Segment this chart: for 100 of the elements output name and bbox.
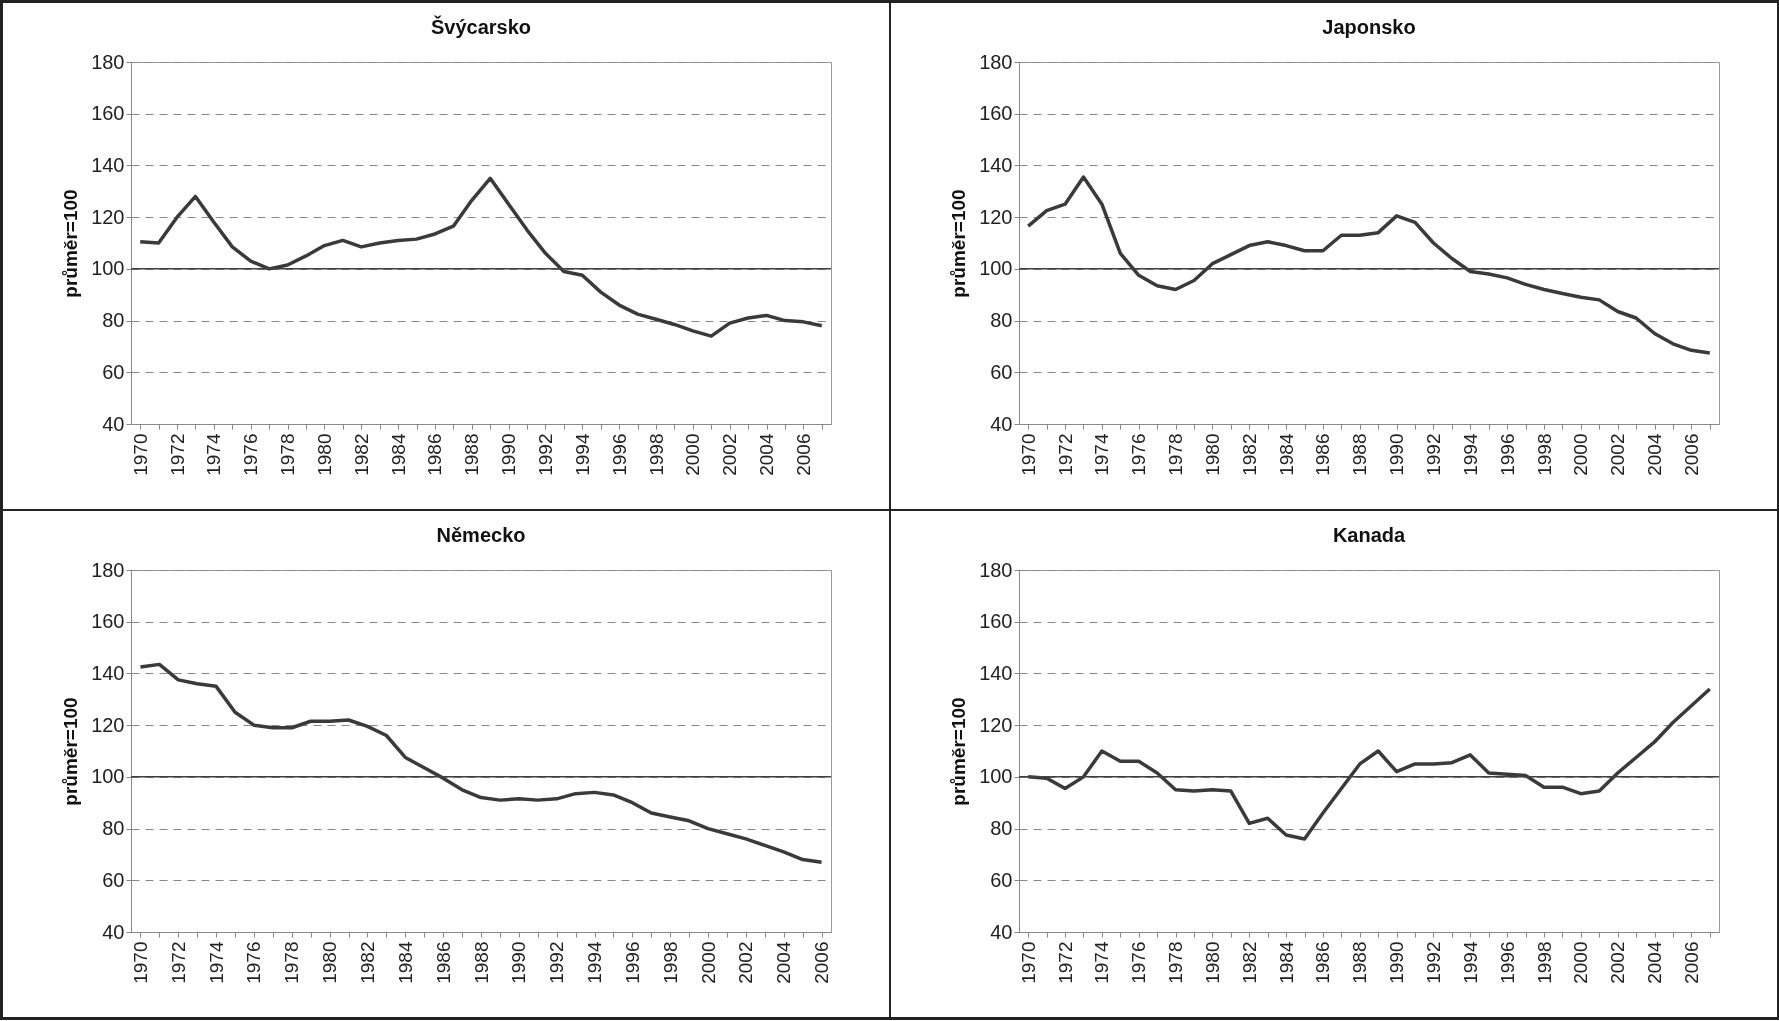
y-tick-label: 80 bbox=[989, 817, 1012, 840]
x-tick-label: 1988 bbox=[1348, 941, 1370, 984]
x-tick-label: 1978 bbox=[276, 433, 298, 476]
y-axis-title: průměr=100 bbox=[59, 189, 81, 298]
x-tick-label: 1974 bbox=[205, 941, 227, 984]
x-tick-label: 1984 bbox=[387, 433, 409, 476]
x-tick-label: 1982 bbox=[1238, 433, 1260, 476]
x-tick-label: 1984 bbox=[394, 941, 416, 984]
x-tick-label: 1982 bbox=[1238, 941, 1260, 984]
x-tick-label: 2006 bbox=[792, 433, 814, 476]
y-tick-label: 40 bbox=[101, 412, 124, 435]
x-tick-label: 2004 bbox=[755, 433, 777, 476]
x-tick-label: 1994 bbox=[571, 433, 593, 476]
y-tick-label: 180 bbox=[978, 558, 1012, 581]
y-axis-title: průměr=100 bbox=[59, 697, 81, 806]
y-tick-label: 60 bbox=[101, 360, 124, 383]
x-tick-label: 1996 bbox=[608, 433, 630, 476]
x-tick-label: 1970 bbox=[1017, 433, 1039, 476]
y-tick-label: 100 bbox=[978, 257, 1012, 280]
x-tick-label: 2004 bbox=[1643, 941, 1665, 984]
y-tick-label: 140 bbox=[978, 661, 1012, 684]
y-tick-label: 140 bbox=[90, 661, 124, 684]
x-tick-label: 1986 bbox=[1311, 433, 1333, 476]
x-tick-label: 2000 bbox=[681, 433, 703, 476]
x-tick-label: 1978 bbox=[280, 941, 302, 984]
y-tick-label: 60 bbox=[989, 868, 1012, 891]
y-tick-label: 140 bbox=[90, 153, 124, 176]
x-tick-label: 2000 bbox=[1569, 941, 1591, 984]
x-tick-label: 1974 bbox=[202, 433, 224, 476]
y-tick-label: 120 bbox=[978, 713, 1012, 736]
x-tick-label: 1996 bbox=[1496, 433, 1518, 476]
y-tick-label: 40 bbox=[989, 412, 1012, 435]
x-tick-label: 1988 bbox=[1348, 433, 1370, 476]
y-tick-label: 100 bbox=[90, 257, 124, 280]
y-axis-title: průměr=100 bbox=[947, 697, 969, 806]
y-tick-label: 60 bbox=[989, 360, 1012, 383]
x-tick-label: 2006 bbox=[810, 941, 832, 984]
x-tick-label: 1998 bbox=[659, 941, 681, 984]
x-tick-label: 1982 bbox=[350, 433, 372, 476]
x-tick-label: 2006 bbox=[1680, 941, 1702, 984]
x-tick-label: 1972 bbox=[166, 433, 188, 476]
x-tick-label: 1998 bbox=[645, 433, 666, 476]
x-tick-label: 1998 bbox=[1533, 941, 1554, 984]
x-tick-label: 1974 bbox=[1090, 433, 1112, 476]
x-tick-label: 1972 bbox=[1054, 941, 1076, 984]
chart-title: Japonsko bbox=[1321, 16, 1416, 38]
x-tick-label: 1998 bbox=[1533, 433, 1554, 476]
x-tick-label: 1994 bbox=[1459, 941, 1481, 984]
y-tick-label: 40 bbox=[101, 920, 124, 943]
chart-title: Německo bbox=[436, 524, 525, 546]
x-tick-label: 1986 bbox=[1311, 941, 1333, 984]
x-tick-label: 2004 bbox=[772, 941, 794, 984]
x-tick-label: 1990 bbox=[507, 941, 529, 984]
x-tick-label: 1988 bbox=[470, 941, 491, 984]
x-tick-label: 1978 bbox=[1164, 941, 1186, 984]
x-tick-label: 1992 bbox=[1422, 433, 1444, 476]
y-tick-label: 160 bbox=[978, 610, 1012, 633]
x-tick-label: 1996 bbox=[1496, 941, 1518, 984]
x-tick-label: 1992 bbox=[534, 433, 556, 476]
x-tick-label: 2000 bbox=[1569, 433, 1591, 476]
x-tick-label: 1980 bbox=[1201, 433, 1223, 476]
x-tick-label: 2002 bbox=[734, 941, 756, 984]
y-tick-label: 180 bbox=[90, 50, 124, 73]
x-tick-label: 1996 bbox=[621, 941, 643, 984]
y-tick-label: 160 bbox=[90, 610, 124, 633]
y-tick-label: 100 bbox=[90, 765, 124, 788]
y-tick-label: 140 bbox=[978, 153, 1012, 176]
y-tick-label: 80 bbox=[101, 817, 124, 840]
x-tick-label: 1994 bbox=[1459, 433, 1481, 476]
y-tick-label: 180 bbox=[978, 50, 1012, 73]
y-tick-label: 160 bbox=[90, 102, 124, 125]
x-tick-label: 1976 bbox=[242, 941, 264, 984]
y-tick-label: 100 bbox=[978, 765, 1012, 788]
x-tick-label: 1986 bbox=[432, 941, 454, 984]
chart-title: Švýcarsko bbox=[430, 15, 531, 38]
x-tick-label: 1994 bbox=[583, 941, 605, 984]
x-tick-label: 2006 bbox=[1680, 433, 1702, 476]
x-tick-label: 1986 bbox=[423, 433, 445, 476]
x-tick-label: 1990 bbox=[1385, 433, 1407, 476]
x-tick-label: 1978 bbox=[1164, 433, 1186, 476]
y-tick-label: 80 bbox=[989, 309, 1012, 332]
x-tick-label: 1980 bbox=[318, 941, 340, 984]
x-tick-label: 2002 bbox=[718, 433, 740, 476]
x-tick-label: 1972 bbox=[1054, 433, 1076, 476]
x-tick-label: 1970 bbox=[1017, 941, 1039, 984]
x-tick-label: 1974 bbox=[1090, 941, 1112, 984]
x-tick-label: 2002 bbox=[1606, 941, 1628, 984]
x-tick-label: 1984 bbox=[1275, 433, 1297, 476]
x-tick-label: 1976 bbox=[1127, 433, 1149, 476]
y-tick-label: 120 bbox=[978, 205, 1012, 228]
y-tick-label: 60 bbox=[101, 868, 124, 891]
x-tick-label: 2004 bbox=[1643, 433, 1665, 476]
x-tick-label: 1976 bbox=[239, 433, 261, 476]
x-tick-label: 1980 bbox=[1201, 941, 1223, 984]
x-tick-label: 1970 bbox=[129, 433, 151, 476]
x-tick-label: 1992 bbox=[545, 941, 567, 984]
x-tick-label: 1990 bbox=[1385, 941, 1407, 984]
x-tick-label: 1984 bbox=[1275, 941, 1297, 984]
x-tick-label: 2000 bbox=[697, 941, 719, 984]
y-tick-label: 80 bbox=[101, 309, 124, 332]
